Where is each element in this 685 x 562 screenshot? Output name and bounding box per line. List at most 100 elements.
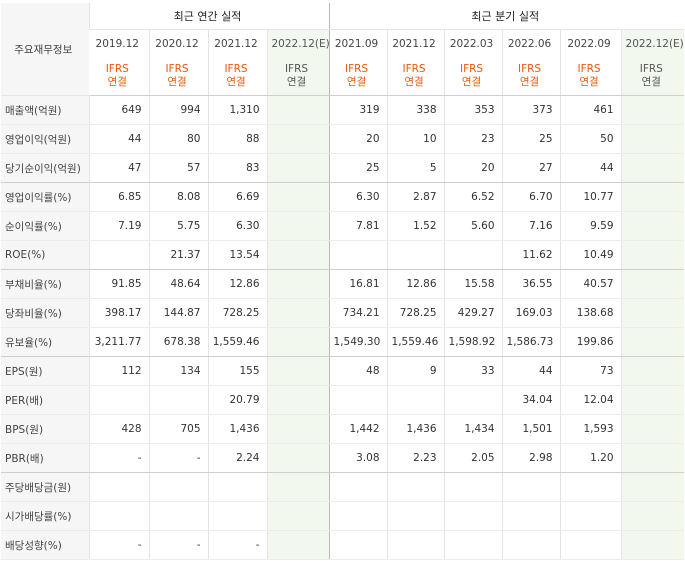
table-cell: 2.05 bbox=[443, 443, 503, 473]
table-cell bbox=[620, 327, 685, 357]
table-row: BPS(원) 428 705 1,436 1,442 1,436 1,434 1,501 1,5… bbox=[1, 414, 685, 444]
basis-header: IFRS 연결 bbox=[501, 57, 561, 96]
table-cell bbox=[88, 472, 149, 502]
table-cell: 2.24 bbox=[207, 443, 267, 473]
table-cell: 373 bbox=[501, 95, 561, 125]
table-cell: - bbox=[148, 443, 208, 473]
table-cell bbox=[559, 530, 622, 560]
period-header: 2021.12 bbox=[207, 29, 267, 57]
table-cell: 1,501 bbox=[501, 414, 561, 444]
basis-standard: IFRS bbox=[459, 63, 484, 75]
table-cell: 16.81 bbox=[328, 269, 388, 299]
table-cell: 2.23 bbox=[386, 443, 445, 473]
table-cell: 27 bbox=[501, 153, 561, 183]
table-cell: 353 bbox=[443, 95, 503, 125]
table-cell: 11.62 bbox=[501, 240, 561, 270]
table-cell: 338 bbox=[386, 95, 445, 125]
table-cell bbox=[328, 385, 388, 415]
table-cell: 461 bbox=[559, 95, 622, 125]
table-cell: 3.08 bbox=[328, 443, 388, 473]
table-cell bbox=[620, 298, 685, 328]
basis-standard: IFRS bbox=[639, 63, 663, 75]
table-cell: 6.70 bbox=[501, 182, 561, 212]
basis-standard: IFRS bbox=[165, 63, 189, 75]
table-cell: 1,586.73 bbox=[501, 327, 561, 357]
table-row: PER(배) 20.79 34.04 12.04 bbox=[1, 385, 685, 415]
basis-standard: IFRS bbox=[284, 63, 309, 75]
table-cell bbox=[620, 240, 685, 270]
table-cell bbox=[620, 356, 685, 386]
table-cell bbox=[328, 530, 388, 560]
table-cell: 428 bbox=[88, 414, 149, 444]
basis-header: IFRS 연결 bbox=[89, 57, 149, 96]
period-header: 2021.12 bbox=[386, 29, 445, 57]
table-cell: 199.86 bbox=[559, 327, 622, 357]
table-cell: 994 bbox=[148, 95, 208, 125]
table-cell bbox=[148, 472, 208, 502]
table-cell bbox=[207, 501, 267, 531]
basis-scope: 연결 bbox=[579, 76, 599, 88]
table-cell: 88 bbox=[207, 124, 267, 154]
table-cell bbox=[620, 124, 685, 154]
period-header: 2021.09 bbox=[328, 29, 388, 57]
basis-scope: 연결 bbox=[519, 76, 540, 88]
table-cell: 6.69 bbox=[207, 182, 267, 212]
table-cell: 144.87 bbox=[148, 298, 208, 328]
table-cell: 12.86 bbox=[207, 269, 267, 299]
table-cell: 705 bbox=[148, 414, 208, 444]
table-cell: 36.55 bbox=[501, 269, 561, 299]
table-cell: - bbox=[88, 443, 149, 473]
table-cell bbox=[266, 269, 330, 299]
row-label: 유보율(%) bbox=[1, 327, 89, 357]
table-body: 매출액(억원) 649 994 1,310 319 338 353 373 461 영업이익(억원… bbox=[1, 95, 685, 560]
table-cell: 6.30 bbox=[328, 182, 388, 212]
row-label: PER(배) bbox=[1, 385, 89, 415]
table-cell bbox=[148, 385, 208, 415]
table-cell: 155 bbox=[207, 356, 267, 386]
table-cell bbox=[620, 530, 685, 560]
table-cell: 50 bbox=[559, 124, 622, 154]
table-cell: 6.30 bbox=[207, 211, 267, 241]
basis-header: IFRS 연결 bbox=[386, 57, 445, 96]
table-cell: 44 bbox=[501, 356, 561, 386]
table-cell: 134 bbox=[148, 356, 208, 386]
table-cell: 3,211.77 bbox=[88, 327, 149, 357]
row-label: 주당배당금(원) bbox=[1, 472, 89, 502]
table-cell bbox=[266, 501, 330, 531]
table-cell bbox=[266, 472, 330, 502]
row-label: 매출액(억원) bbox=[1, 95, 89, 125]
table-cell: 13.54 bbox=[207, 240, 267, 270]
table-row: PBR(배) - -2.24 3.08 2.23 2.05 2.98 1.20 bbox=[1, 443, 685, 473]
basis-header: IFRS 연결 bbox=[207, 57, 267, 96]
row-label: PBR(배) bbox=[1, 443, 89, 473]
table-cell bbox=[386, 472, 445, 502]
row-label: 영업이익(억원) bbox=[1, 124, 89, 154]
table-cell: 20 bbox=[328, 124, 388, 154]
table-cell bbox=[443, 501, 503, 531]
table-cell: 25 bbox=[501, 124, 561, 154]
table-cell: 83 bbox=[207, 153, 267, 183]
basis-standard: IFRS bbox=[402, 63, 426, 75]
table-row: 순이익률(%) 7.19 5.75 6.30 7.81 1.52 5.60 7.16 9.59 bbox=[1, 211, 685, 241]
table-cell bbox=[386, 501, 445, 531]
table-cell bbox=[266, 298, 330, 328]
basis-header: IFRS 연결 bbox=[266, 57, 330, 96]
table-cell bbox=[443, 240, 503, 270]
table-row: 시가배당률(%) bbox=[1, 501, 685, 531]
basis-header: IFRS 연결 bbox=[328, 57, 388, 96]
table-cell: 1,598.92 bbox=[443, 327, 503, 357]
table-cell bbox=[266, 240, 330, 270]
table-cell: 44 bbox=[559, 153, 622, 183]
row-label: ROE(%) bbox=[1, 240, 89, 270]
table-cell bbox=[266, 124, 330, 154]
table-cell bbox=[266, 211, 330, 241]
period-header: 2019.12 bbox=[95, 37, 139, 50]
row-label: 당좌비율(%) bbox=[1, 298, 89, 328]
table-cell bbox=[559, 472, 622, 502]
financial-summary-table: 주요재무정보 최근 연간 실적 최근 분기 실적 2019.12 2020.12 2… bbox=[1, 3, 685, 560]
table-cell: 1,549.30 bbox=[328, 327, 388, 357]
table-row: 당기순이익(억원) 47 57 83 25 5 20 27 44 bbox=[1, 153, 685, 183]
table-cell: 1,436 bbox=[386, 414, 445, 444]
basis-scope: 연결 bbox=[346, 76, 367, 88]
table-cell: 12.86 bbox=[386, 269, 445, 299]
